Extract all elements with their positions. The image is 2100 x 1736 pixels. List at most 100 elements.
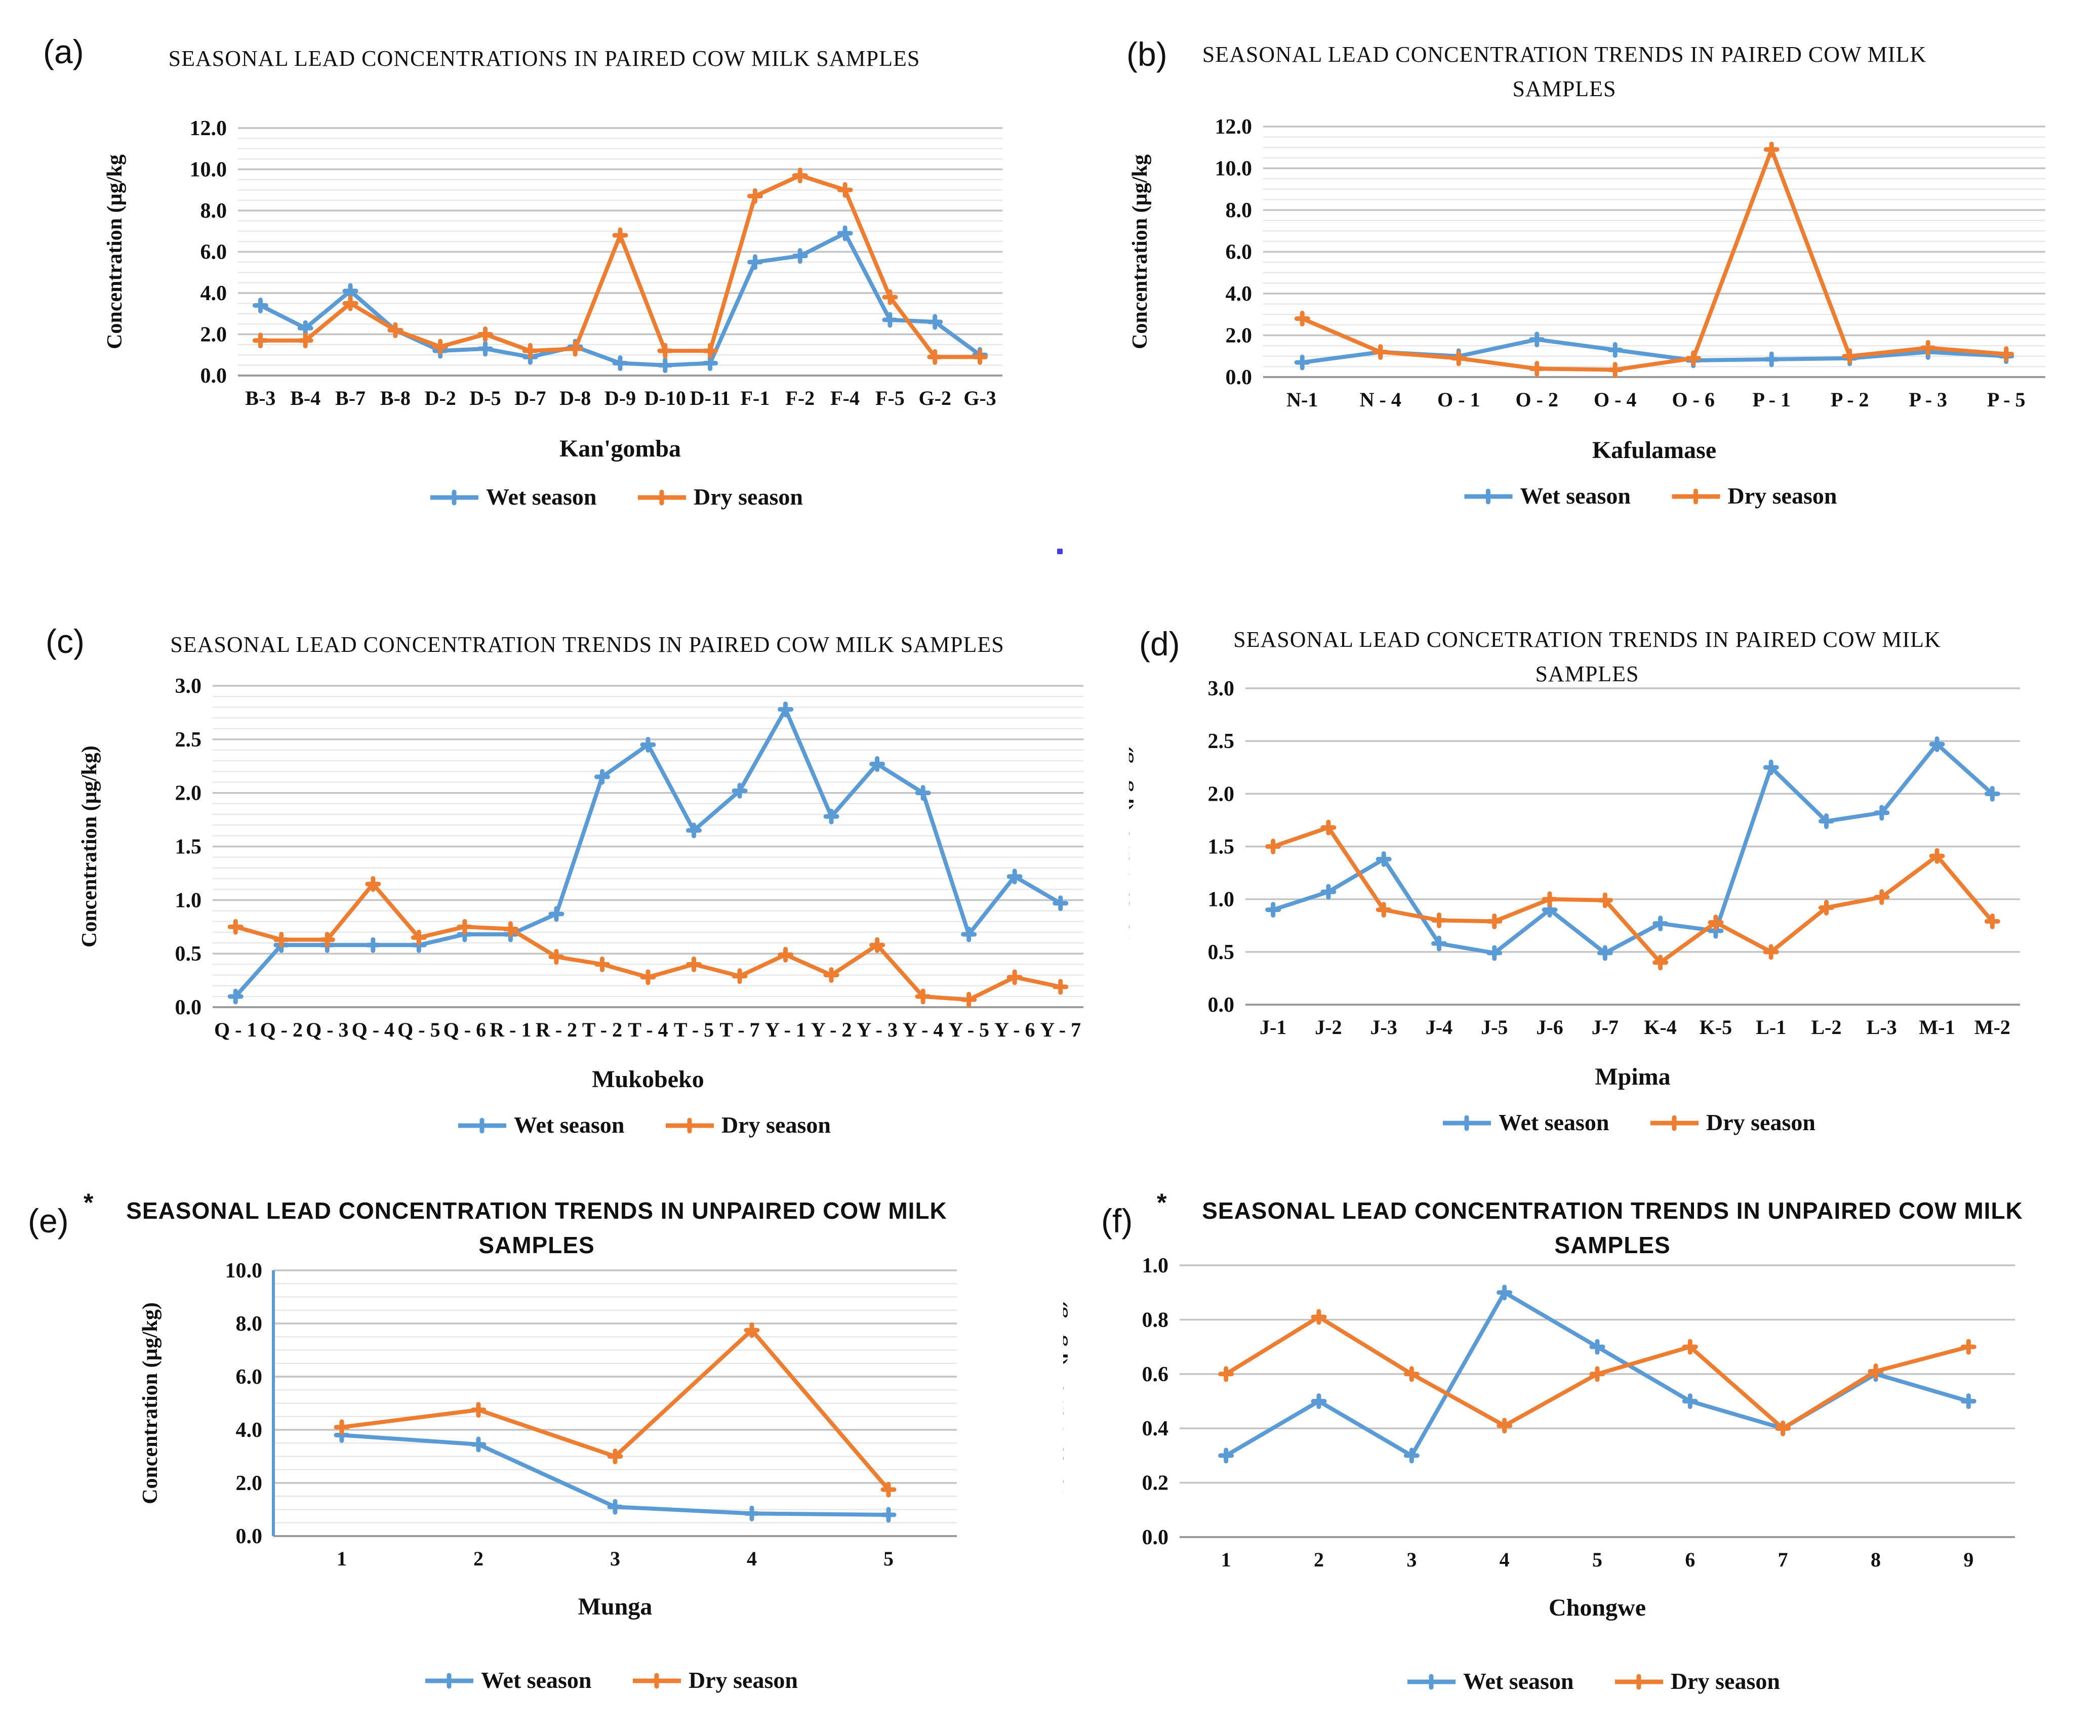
y-tick-label: 0.4 [1142, 1417, 1169, 1440]
legend: Wet season Dry season [430, 484, 803, 510]
data-point-marker [882, 289, 898, 305]
x-tick-label: 2 [473, 1547, 483, 1570]
x-tick-label: Y - 7 [1040, 1018, 1081, 1041]
x-axis-title: Kafulamase [1592, 437, 1716, 464]
data-point-marker [681, 1118, 698, 1134]
y-tick-label: 3.0 [1208, 677, 1235, 700]
y-tick-label: 0.8 [1142, 1308, 1169, 1332]
y-tick-label: 10.0 [190, 158, 227, 182]
data-point-marker [1682, 1339, 1698, 1355]
data-point-marker [1486, 913, 1503, 929]
data-point-marker [1666, 1115, 1682, 1131]
y-tick-label: 8.0 [1226, 199, 1253, 222]
data-point-marker [297, 333, 313, 349]
x-tick-label: 5 [1592, 1548, 1602, 1571]
chart-panel-a: (a) SEASONAL LEAD CONCENTRATIONS IN PAIRE… [15, 5, 1063, 587]
legend: Wet season Dry season [1464, 483, 1837, 509]
data-point-marker [446, 489, 462, 506]
data-point-marker [522, 343, 538, 359]
legend-label: Dry season [694, 484, 803, 510]
x-tick-label: 8 [1871, 1548, 1881, 1571]
x-tick-label: B-3 [245, 387, 275, 409]
legend: Wet season Dry season [425, 1667, 798, 1693]
data-point-marker [470, 1402, 487, 1418]
x-tick-label: F-1 [741, 387, 770, 409]
data-point-marker [1960, 1339, 1976, 1355]
y-axis-title: Concentration (µg/kg [103, 154, 127, 349]
data-point-marker [640, 736, 656, 753]
panel-label: (f) [1101, 1202, 1133, 1239]
y-tick-label: 0.5 [1208, 941, 1235, 964]
y-tick-label: 12.0 [190, 117, 227, 140]
legend-label: Dry season [1671, 1668, 1780, 1694]
legend-item-dry: Dry season [666, 1112, 831, 1138]
x-tick-label: B-7 [335, 387, 366, 409]
y-tick-label: 1.0 [1208, 888, 1235, 912]
chart-title: SEASONAL LEAD CONCENTRATION TRENDS IN UN… [126, 1197, 947, 1224]
legend-label: Wet season [514, 1112, 625, 1138]
data-point-marker [1053, 979, 1069, 995]
y-tick-labels: 0.0 0.5 1.0 1.5 2.0 2.5 3.0 [1208, 677, 1235, 1017]
dry-season-markers [252, 168, 988, 365]
data-point-marker [702, 343, 718, 359]
y-tick-label: 4.0 [1226, 282, 1253, 306]
x-tick-label: N-1 [1286, 388, 1318, 411]
y-tick-label: 0.0 [236, 1525, 263, 1548]
y-tick-label: 6.0 [200, 241, 227, 264]
y-tick-label: 0.2 [1142, 1472, 1169, 1495]
data-point-marker [823, 808, 839, 824]
x-tick-label: J-4 [1426, 1016, 1452, 1039]
data-point-marker [1763, 141, 1780, 157]
data-point-marker [1819, 899, 1834, 916]
data-point-marker [567, 341, 583, 357]
x-tick-label: 4 [747, 1547, 757, 1570]
y-tick-labels: 0.0 2.0 4.0 6.0 8.0 10.0 12.0 [190, 117, 227, 388]
data-point-marker [654, 489, 670, 506]
data-point-marker [1376, 902, 1392, 918]
x-tick-label: J-5 [1481, 1016, 1508, 1039]
data-point-marker [927, 349, 943, 365]
x-axis-title: Kan'gomba [559, 435, 681, 462]
data-point-marker [1294, 354, 1310, 370]
data-point-marker [1431, 912, 1447, 928]
x-tick-label: Q - 6 [443, 1018, 486, 1041]
x-tick-label: G-3 [963, 387, 996, 409]
x-tick-label: O - 1 [1437, 388, 1480, 411]
panel-star: * [84, 1188, 94, 1217]
x-tick-label: Q - 1 [214, 1018, 257, 1041]
data-point-marker [1597, 945, 1613, 961]
data-point-marker [1218, 1366, 1234, 1382]
data-point-marker [1607, 342, 1623, 358]
data-point-marker [1529, 361, 1545, 377]
x-tick-label: D-2 [425, 387, 456, 409]
x-tick-label: Q - 5 [397, 1018, 440, 1041]
data-point-marker [657, 343, 673, 359]
x-tick-label: J-1 [1260, 1016, 1286, 1039]
data-point-marker [1265, 902, 1281, 918]
legend-item-dry: Dry season [638, 484, 803, 510]
data-point-marker [297, 320, 313, 336]
panel-label: (c) [46, 623, 85, 660]
data-point-marker [972, 349, 988, 365]
y-axis-title: Concentration (µg/kg) [139, 1302, 162, 1504]
data-point-marker [747, 188, 763, 204]
x-tick-label: L-2 [1811, 1016, 1842, 1039]
dry-season-markers [227, 876, 1069, 1008]
data-point-marker [915, 988, 931, 1005]
data-point-marker [252, 297, 268, 313]
legend-item-wet: Wet season [1407, 1668, 1574, 1694]
data-point-marker [470, 1436, 487, 1453]
y-tick-label: 0.0 [1208, 994, 1235, 1017]
x-tick-label: P - 5 [1987, 388, 2026, 411]
dry-season-line [1300, 147, 2008, 372]
data-point-marker [1920, 340, 1936, 356]
x-tick-label: O - 2 [1516, 388, 1558, 411]
x-tick-label: D-7 [514, 387, 546, 409]
y-tick-label: 2.0 [175, 782, 202, 805]
data-point-marker [477, 341, 494, 357]
legend-item-dry: Dry season [1672, 483, 1837, 509]
data-point-marker [1868, 1363, 1884, 1379]
data-point-marker [1311, 1393, 1327, 1409]
data-point-marker [649, 1673, 665, 1689]
